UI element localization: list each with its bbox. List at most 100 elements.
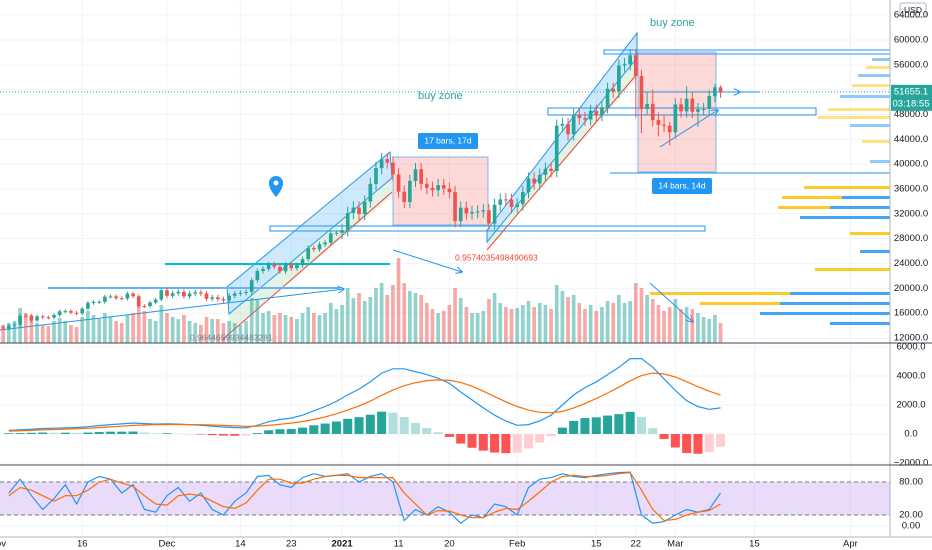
profile-bar [780, 302, 890, 305]
candle-body [46, 317, 51, 319]
histogram-bar [512, 433, 522, 453]
volume-bar [549, 309, 553, 343]
histogram-bar [252, 433, 262, 434]
volume-bar [272, 315, 277, 343]
candle-body [583, 118, 587, 120]
volume-bar [283, 315, 288, 343]
volume-bar [176, 319, 181, 343]
volume-bar [142, 311, 147, 343]
histogram-bar [501, 433, 511, 454]
volume-bar [255, 299, 260, 343]
candle-body [334, 232, 339, 234]
candle-body [402, 191, 407, 203]
x-tick-label: 11 [394, 539, 404, 550]
profile-bar [700, 302, 780, 305]
candle-body [515, 204, 520, 207]
histogram-bar [693, 433, 703, 454]
volume-bar [662, 311, 666, 343]
x-tick-label: Dec [159, 539, 176, 550]
candle-body [656, 120, 661, 125]
candle-body [91, 301, 96, 303]
candle-body [718, 87, 723, 92]
candle-body [696, 109, 700, 112]
candle-body [650, 103, 655, 121]
profile-bar [790, 292, 890, 295]
histogram-bar [151, 433, 161, 434]
volume-bar [362, 301, 367, 343]
candle-body [176, 291, 181, 294]
candle-body [63, 311, 68, 313]
volume-bar [645, 295, 649, 343]
volume-bar [12, 321, 17, 343]
volume-bar [583, 309, 587, 343]
histogram-bar [275, 429, 285, 434]
volume-bar [504, 307, 508, 343]
volume-bar [453, 288, 457, 343]
volume-bar [334, 309, 339, 343]
volume-bar [526, 301, 531, 343]
volume-bar [571, 295, 576, 343]
range-label-box [418, 133, 478, 149]
histogram-bar [444, 433, 454, 437]
macd-line [8, 358, 721, 431]
candle-body [549, 168, 553, 172]
volume-bar [650, 299, 655, 343]
x-tick-label: 16 [77, 539, 88, 550]
candle-body [18, 315, 22, 325]
candle-body [374, 168, 378, 184]
candle-body [312, 248, 316, 250]
candle-body [571, 114, 576, 135]
candle-body [232, 293, 237, 296]
candle-body [498, 199, 503, 205]
volume-bar [424, 303, 429, 343]
profile-bar [818, 116, 890, 119]
profile-bar [840, 95, 890, 98]
volume-bar [238, 325, 243, 343]
candle-body [1, 327, 5, 329]
histogram-bar [557, 427, 567, 434]
volume-bar [385, 295, 390, 343]
candle-body [639, 76, 644, 110]
candle-body [633, 55, 638, 77]
candle-body [125, 293, 130, 299]
histogram-bar [218, 433, 228, 436]
profile-bar [830, 206, 890, 209]
volume-bar [560, 291, 565, 343]
volume-bar [368, 297, 373, 343]
volume-bar [413, 293, 418, 343]
histogram-bar [388, 412, 398, 434]
volume-bar [97, 319, 102, 343]
volume-bar [46, 326, 51, 343]
histogram-bar [591, 417, 601, 434]
volume-bar [187, 321, 192, 343]
volume-bar [289, 317, 294, 343]
y-tick-label: 64000.0 [894, 10, 928, 21]
volume-bar [628, 301, 632, 343]
y-tick-label: 44000.0 [894, 134, 928, 145]
profile-bar [782, 196, 842, 199]
candle-body [526, 178, 531, 193]
volume-bar [35, 323, 39, 343]
histogram-bar [365, 414, 375, 434]
candle-body [458, 207, 463, 222]
candle-body [193, 292, 198, 294]
y-tick-label: 60000.0 [894, 35, 928, 46]
y-tick-label: 12000.0 [894, 333, 928, 344]
candle-body [182, 291, 186, 297]
currency: USD [904, 5, 922, 15]
volume-bar [210, 319, 214, 343]
y-tick-label: 0.0 [904, 429, 917, 440]
candle-body [424, 183, 429, 188]
histogram-bar [580, 418, 590, 434]
volume-bar [537, 303, 542, 343]
volume-bar [464, 307, 469, 343]
candle-body [159, 290, 164, 300]
candle-body [215, 297, 220, 300]
histogram-bar [433, 432, 443, 434]
volume-bar [696, 313, 700, 343]
candle-body [436, 185, 440, 191]
volume-bar [622, 303, 627, 343]
volume-bar [701, 317, 706, 343]
candle-body [283, 264, 288, 272]
histogram-bar [399, 417, 409, 434]
